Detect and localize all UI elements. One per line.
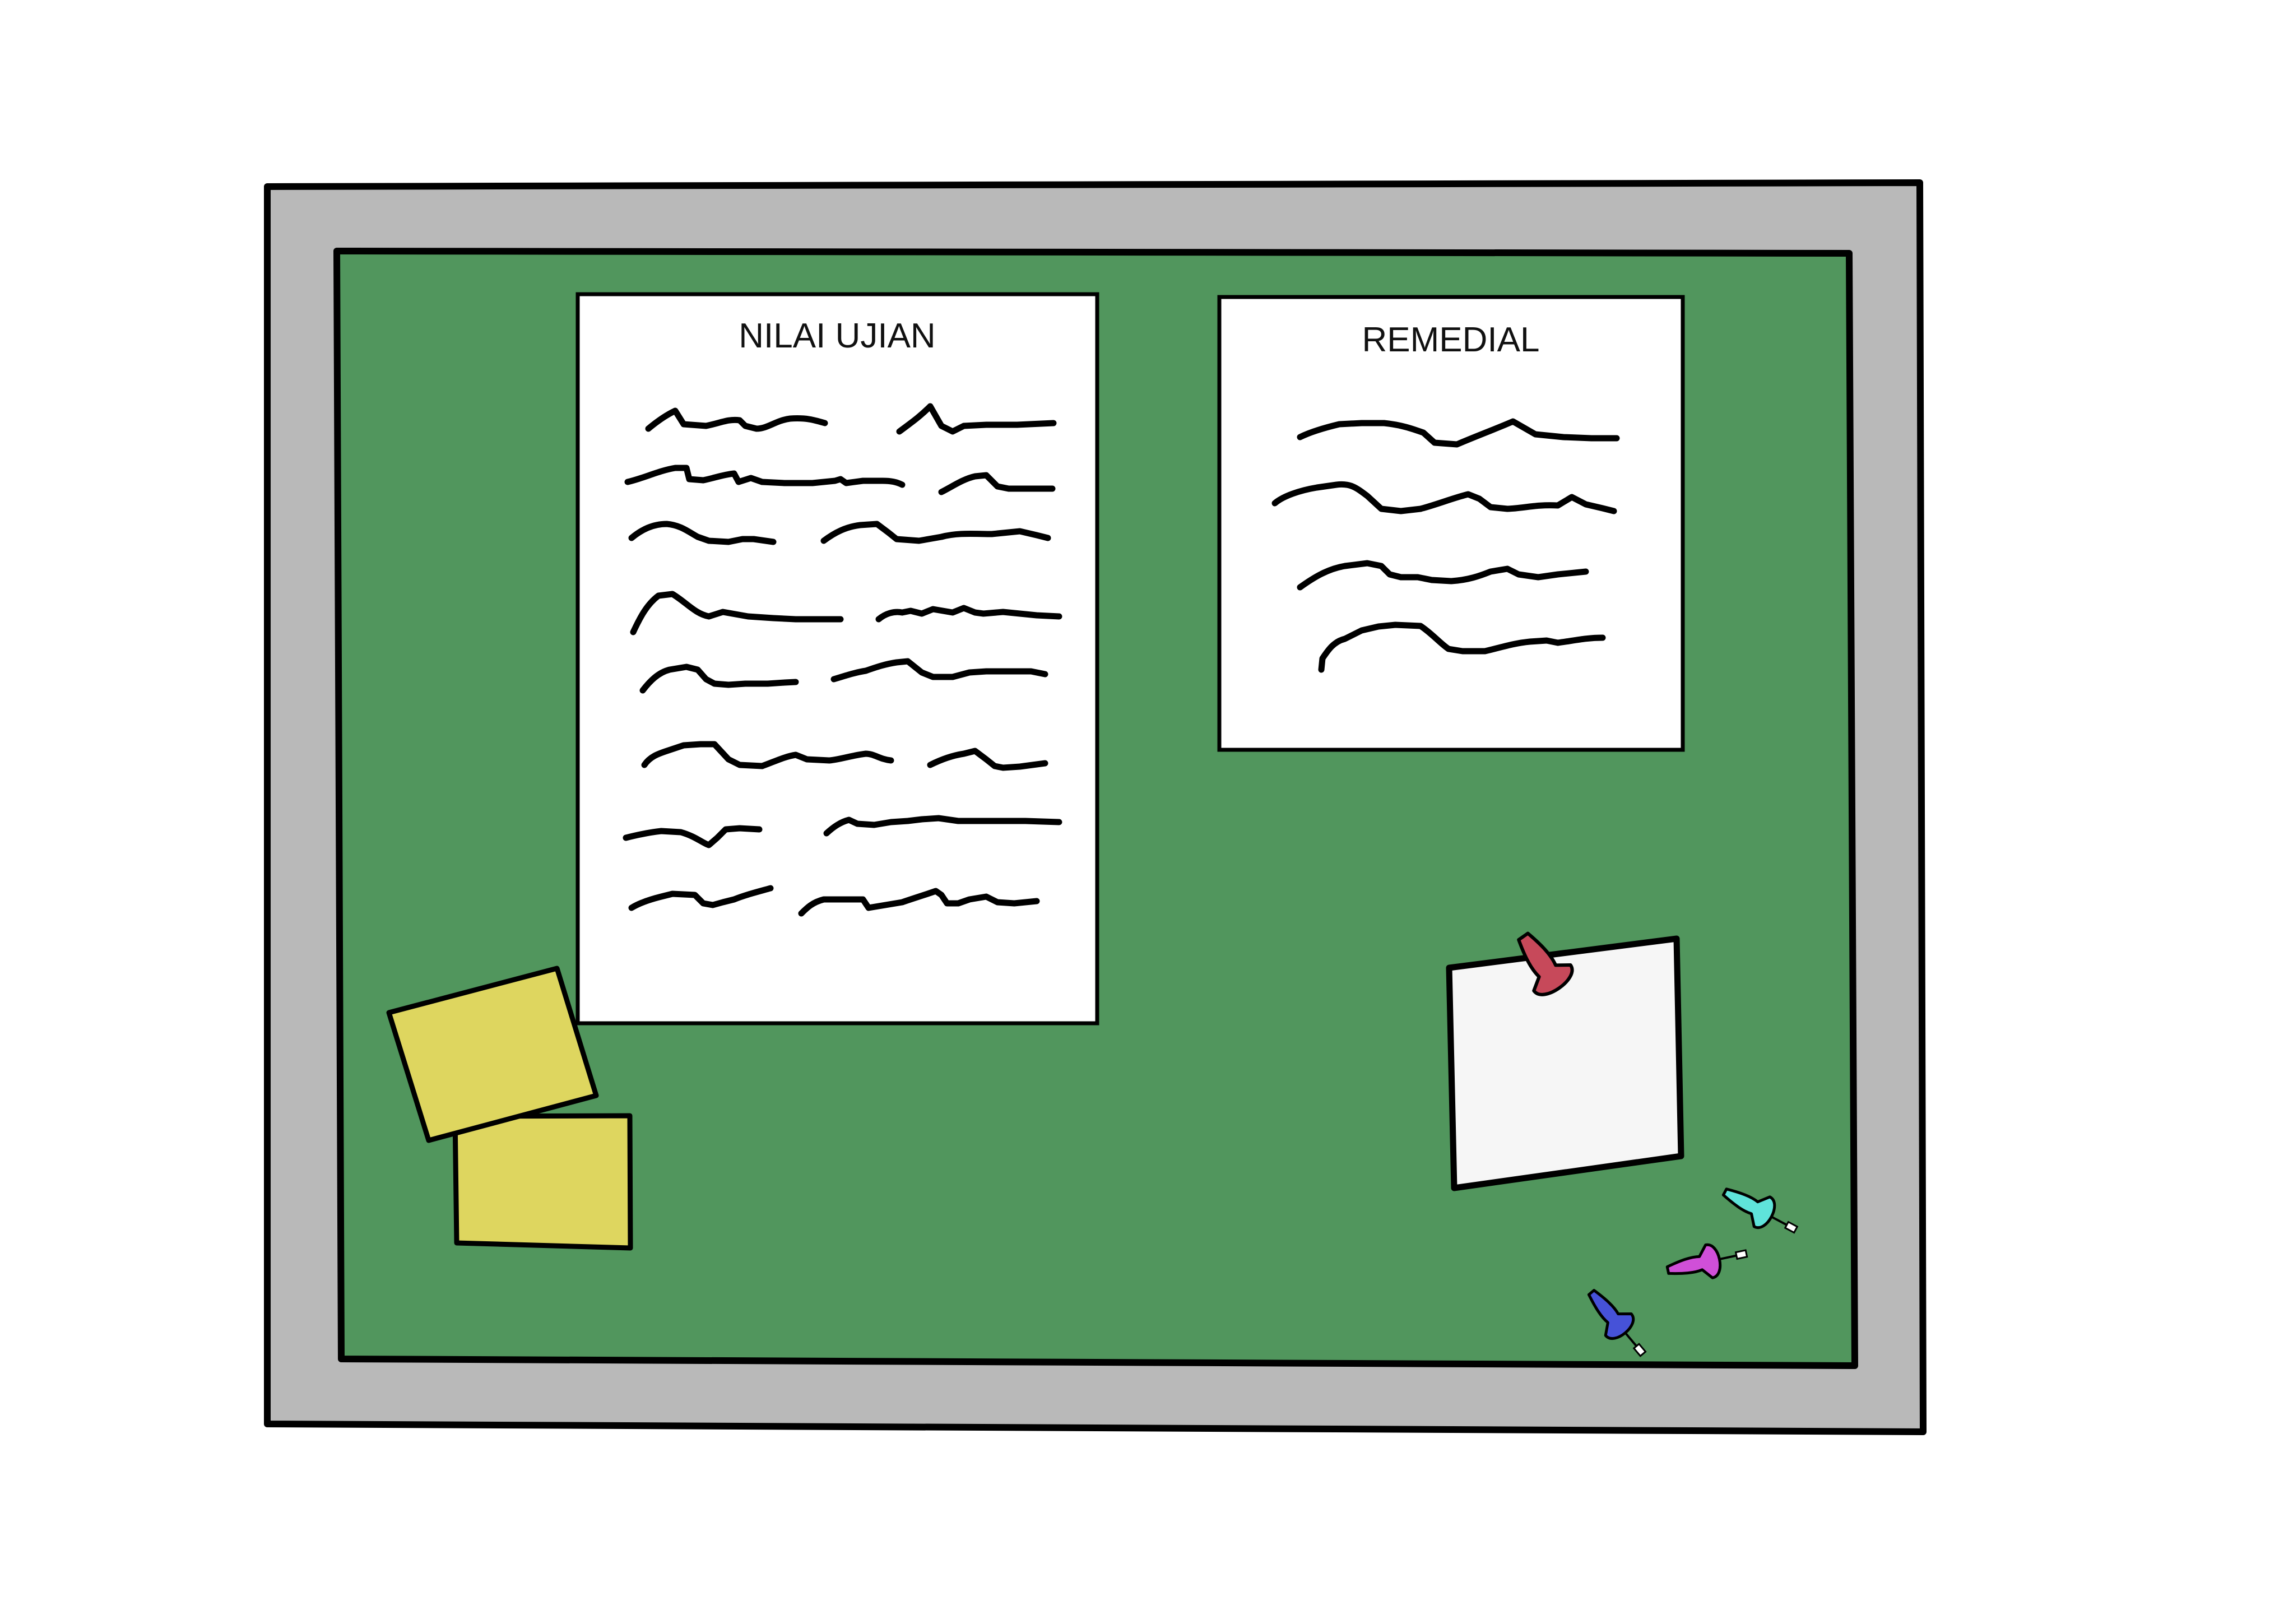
remedial-scribbles [1271, 418, 1620, 673]
sticky-note-back [452, 1113, 633, 1251]
pushpin-icon [1665, 1243, 1748, 1279]
pushpin-icon [1517, 931, 1574, 996]
exam-scores-paper [575, 292, 1099, 1026]
sticky-note-front [386, 966, 599, 1143]
exam-scores-title: NILAI UJIAN [739, 317, 935, 355]
pinned-note [1446, 935, 1684, 1191]
exam-scores-scribbles [623, 403, 1062, 917]
pushpin-icon [1721, 1187, 1799, 1234]
remedial-title: REMEDIAL [1362, 321, 1540, 359]
remedial-paper [1217, 295, 1685, 752]
pushpin-icon [1587, 1289, 1647, 1357]
